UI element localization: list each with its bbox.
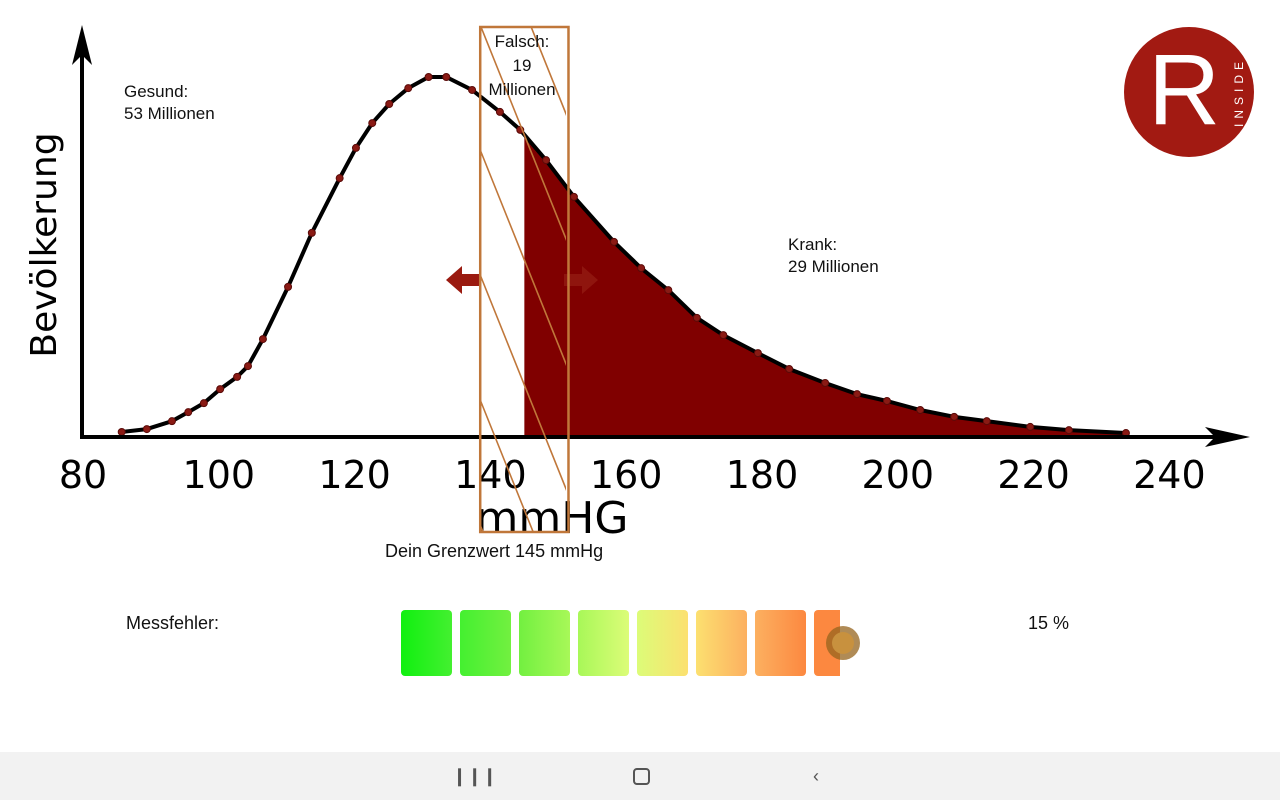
x-tick-label: 80	[59, 453, 107, 497]
data-point	[542, 156, 551, 165]
healthy-annotation: Gesund: 53 Millionen	[124, 81, 215, 125]
data-point	[167, 417, 176, 426]
data-point	[184, 408, 193, 417]
sick-annotation: Krank: 29 Millionen	[788, 234, 879, 278]
slider-segment[interactable]	[755, 610, 806, 676]
data-point	[569, 192, 578, 201]
measurement-error-band[interactable]	[478, 0, 570, 745]
data-point	[216, 385, 225, 394]
x-tick-label: 240	[1133, 453, 1206, 497]
hatch-line	[530, 27, 566, 116]
data-point	[950, 412, 959, 421]
data-point	[637, 264, 646, 273]
healthy-value: 53 Millionen	[124, 104, 215, 123]
data-point	[258, 335, 267, 344]
x-tick-label: 120	[318, 453, 391, 497]
data-point	[1026, 422, 1035, 431]
recents-icon[interactable]: ❙❙❙	[452, 766, 498, 786]
x-tick-label: 180	[726, 453, 799, 497]
curve-points	[117, 73, 1130, 438]
healthy-label: Gesund:	[124, 82, 189, 101]
data-point	[335, 174, 344, 183]
slider-segment[interactable]	[401, 610, 452, 676]
x-tick-label: 220	[997, 453, 1070, 497]
data-point	[853, 390, 862, 399]
population-chart: 80 100 120 140 160 180 200 220 240 mmHG Bevölker…	[24, 0, 1250, 745]
data-point	[404, 84, 413, 93]
slider-segment[interactable]	[578, 610, 629, 676]
false-value: 19	[512, 56, 532, 75]
data-point	[495, 107, 504, 116]
data-point	[664, 286, 673, 295]
system-navigation-bar: ❙❙❙ ‹	[0, 752, 1280, 800]
data-point	[468, 85, 477, 94]
move-right-arrow-icon[interactable]	[564, 266, 598, 294]
y-axis-arrow-icon	[72, 25, 92, 65]
data-point	[609, 237, 618, 246]
y-axis-label: Bevölkerung	[24, 132, 65, 357]
x-tick-label: 140	[454, 453, 527, 497]
slider-segment[interactable]	[637, 610, 688, 676]
data-point	[785, 364, 794, 373]
data-point	[385, 100, 394, 108]
data-point	[719, 331, 728, 340]
slider-segment[interactable]	[460, 610, 511, 676]
hatch-line	[480, 27, 566, 241]
home-icon[interactable]	[629, 764, 653, 788]
data-point	[117, 427, 126, 436]
x-axis-label: mmHG	[476, 493, 629, 544]
measurement-error-label: Messfehler:	[126, 613, 220, 633]
hatch-line	[479, 149, 566, 366]
threshold-label: Dein Grenzwert 145 mmHg	[385, 541, 604, 561]
measurement-error-value: 15 %	[1028, 613, 1070, 633]
data-point	[243, 362, 252, 371]
logo-text: INSIDE	[1232, 57, 1246, 128]
data-point	[442, 73, 451, 81]
slider-thumb[interactable]	[826, 626, 860, 660]
x-axis-arrow-icon	[1205, 427, 1250, 447]
data-point	[351, 143, 360, 152]
data-point	[424, 73, 433, 81]
measurement-error-slider[interactable]	[401, 610, 861, 676]
data-point	[916, 406, 925, 414]
back-icon[interactable]: ‹	[813, 766, 819, 786]
sick-area-fill	[524, 134, 1126, 437]
data-point	[233, 372, 242, 381]
data-point	[821, 379, 830, 387]
r-inside-logo: R INSIDE	[1124, 27, 1254, 157]
hatch-line	[479, 399, 535, 532]
x-tick-label: 160	[590, 453, 663, 497]
false-unit: Millionen	[488, 80, 556, 99]
data-point	[368, 119, 377, 128]
data-point	[142, 425, 151, 434]
data-point	[692, 313, 701, 322]
data-point	[982, 417, 991, 426]
slider-segment[interactable]	[696, 610, 747, 676]
sick-value: 29 Millionen	[788, 257, 879, 276]
sick-label: Krank:	[788, 235, 838, 254]
data-point	[199, 399, 208, 408]
false-label: Falsch:	[494, 32, 550, 51]
data-point	[882, 397, 891, 405]
logo-letter: R	[1148, 34, 1221, 146]
data-point	[753, 349, 762, 358]
x-tick-label: 100	[183, 453, 256, 497]
hatch-line	[479, 274, 566, 491]
slider-segment[interactable]	[519, 610, 570, 676]
sick-area	[524, 134, 1126, 437]
move-left-arrow-icon[interactable]	[446, 266, 480, 294]
data-point	[307, 228, 316, 237]
data-point	[1064, 426, 1073, 435]
false-annotation: Falsch: 19 Millionen	[472, 30, 572, 102]
x-tick-label: 200	[862, 453, 935, 497]
data-point	[284, 282, 293, 291]
